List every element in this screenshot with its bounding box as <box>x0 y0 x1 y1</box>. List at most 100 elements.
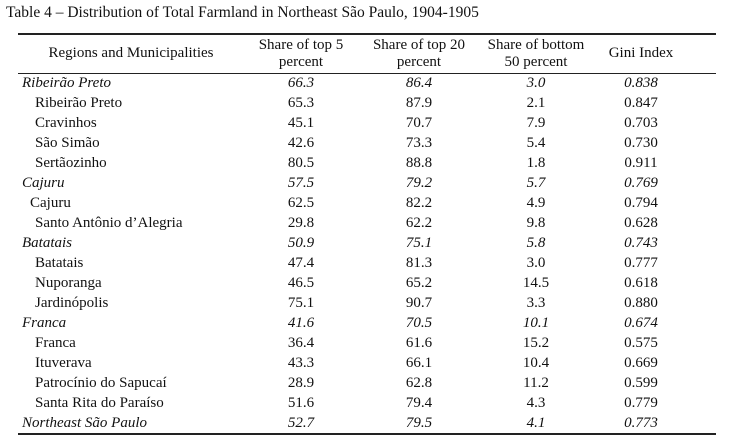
municipality-row: São Simão 42.6 73.3 5.4 0.730 <box>0 133 730 153</box>
cell-top20: 70.5 <box>405 315 433 331</box>
cell-top20: 87.9 <box>405 95 433 111</box>
table-body: Ribeirão Preto 66.3 86.4 3.0 0.838 Ribeirão P… <box>0 73 730 433</box>
row-name: Batatais <box>22 235 73 251</box>
cell-top5: 42.6 <box>287 135 315 151</box>
cell-bottom50: 3.0 <box>526 75 546 91</box>
cell-top5: 43.3 <box>287 355 315 371</box>
cell-bottom50: 15.2 <box>522 335 550 351</box>
region-row: Northeast São Paulo 52.7 79.5 4.1 0.773 <box>0 413 730 433</box>
cell-gini: 0.773 <box>624 415 658 431</box>
cell-gini: 0.911 <box>624 155 658 171</box>
cell-bottom50: 14.5 <box>522 275 550 291</box>
header-bottom50-line2: 50 percent <box>504 54 568 70</box>
cell-top20: 62.8 <box>405 375 433 391</box>
cell-bottom50: 4.9 <box>526 195 546 211</box>
cell-gini: 0.777 <box>624 255 658 271</box>
municipality-row: Batatais 47.4 81.3 3.0 0.777 <box>0 253 730 273</box>
cell-bottom50: 3.0 <box>526 255 546 271</box>
header-region: Regions and Municipalities <box>48 45 214 62</box>
header-bottom50-line1: Share of bottom <box>487 36 585 53</box>
row-name: Santo Antônio d’Alegria <box>35 215 183 231</box>
cell-bottom50: 5.8 <box>526 235 546 251</box>
cell-top5: 65.3 <box>287 95 315 111</box>
header-gini: Gini Index <box>608 45 674 62</box>
bottom-rule <box>18 433 716 435</box>
header-bottom50: Share of bottom 50 percent <box>478 36 594 72</box>
cell-top20: 75.1 <box>405 235 433 251</box>
top-rule <box>18 33 716 35</box>
cell-top5: 75.1 <box>287 295 315 311</box>
cell-bottom50: 4.3 <box>526 395 546 411</box>
cell-gini: 0.838 <box>624 75 658 91</box>
cell-bottom50: 5.4 <box>526 135 546 151</box>
cell-gini: 0.847 <box>624 95 658 111</box>
cell-top5: 29.8 <box>287 215 315 231</box>
region-row: Franca 41.6 70.5 10.1 0.674 <box>0 313 730 333</box>
cell-top5: 51.6 <box>287 395 315 411</box>
municipality-row: Santa Rita do Paraíso 51.6 79.4 4.3 0.779 <box>0 393 730 413</box>
cell-bottom50: 1.8 <box>526 155 546 171</box>
table-caption: Table 4 – Distribution of Total Farmland… <box>6 4 479 21</box>
cell-top20: 66.1 <box>405 355 433 371</box>
cell-gini: 0.779 <box>624 395 658 411</box>
cell-bottom50: 7.9 <box>526 115 546 131</box>
cell-bottom50: 4.1 <box>526 415 546 431</box>
cell-top20: 79.4 <box>405 395 433 411</box>
cell-top5: 36.4 <box>287 335 315 351</box>
cell-top5: 45.1 <box>287 115 315 131</box>
municipality-row: Ribeirão Preto 65.3 87.9 2.1 0.847 <box>0 93 730 113</box>
municipality-row: Cravinhos 45.1 70.7 7.9 0.703 <box>0 113 730 133</box>
row-name: Sertãozinho <box>35 155 107 171</box>
cell-gini: 0.618 <box>624 275 658 291</box>
cell-top5: 57.5 <box>287 175 315 191</box>
cell-top5: 41.6 <box>287 315 315 331</box>
cell-bottom50: 2.1 <box>526 95 546 111</box>
cell-gini: 0.628 <box>624 215 658 231</box>
cell-top20: 70.7 <box>405 115 433 131</box>
cell-top5: 80.5 <box>287 155 315 171</box>
row-name: Santa Rita do Paraíso <box>35 395 164 411</box>
cell-gini: 0.743 <box>624 235 658 251</box>
cell-top20: 79.2 <box>405 175 433 191</box>
cell-gini: 0.730 <box>624 135 658 151</box>
row-name: Northeast São Paulo <box>22 415 148 431</box>
cell-gini: 0.769 <box>624 175 658 191</box>
cell-top5: 52.7 <box>287 415 315 431</box>
header-top20-line1: Share of top 20 <box>372 36 466 53</box>
cell-bottom50: 10.4 <box>522 355 550 371</box>
region-row: Batatais 50.9 75.1 5.8 0.743 <box>0 233 730 253</box>
cell-top20: 81.3 <box>405 255 433 271</box>
cell-top20: 73.3 <box>405 135 433 151</box>
cell-gini: 0.575 <box>624 335 658 351</box>
municipality-row: Cajuru 62.5 82.2 4.9 0.794 <box>0 193 730 213</box>
municipality-row: Jardinópolis 75.1 90.7 3.3 0.880 <box>0 293 730 313</box>
cell-top5: 28.9 <box>287 375 315 391</box>
cell-top5: 47.4 <box>287 255 315 271</box>
municipality-row: Santo Antônio d’Alegria 29.8 62.2 9.8 0.628 <box>0 213 730 233</box>
municipality-row: Patrocínio do Sapucaí 28.9 62.8 11.2 0.599 <box>0 373 730 393</box>
cell-top20: 82.2 <box>405 195 433 211</box>
row-name: Nuporanga <box>35 275 102 291</box>
cell-top20: 90.7 <box>405 295 433 311</box>
cell-top20: 88.8 <box>405 155 433 171</box>
cell-top20: 62.2 <box>405 215 433 231</box>
cell-top5: 46.5 <box>287 275 315 291</box>
cell-bottom50: 3.3 <box>526 295 546 311</box>
cell-bottom50: 9.8 <box>526 215 546 231</box>
cell-bottom50: 5.7 <box>526 175 546 191</box>
cell-gini: 0.599 <box>624 375 658 391</box>
cell-gini: 0.674 <box>624 315 658 331</box>
cell-bottom50: 10.1 <box>522 315 550 331</box>
cell-bottom50: 11.2 <box>523 375 549 391</box>
cell-top20: 65.2 <box>405 275 433 291</box>
row-name: Ituverava <box>35 355 92 371</box>
row-name: Ribeirão Preto <box>22 75 112 91</box>
cell-gini: 0.669 <box>624 355 658 371</box>
cell-gini: 0.794 <box>624 195 658 211</box>
municipality-row: Nuporanga 46.5 65.2 14.5 0.618 <box>0 273 730 293</box>
row-name: Ribeirão Preto <box>35 95 123 111</box>
cell-top5: 66.3 <box>287 75 315 91</box>
municipality-row: Sertãozinho 80.5 88.8 1.8 0.911 <box>0 153 730 173</box>
row-name: Jardinópolis <box>35 295 109 311</box>
cell-top20: 86.4 <box>405 75 433 91</box>
